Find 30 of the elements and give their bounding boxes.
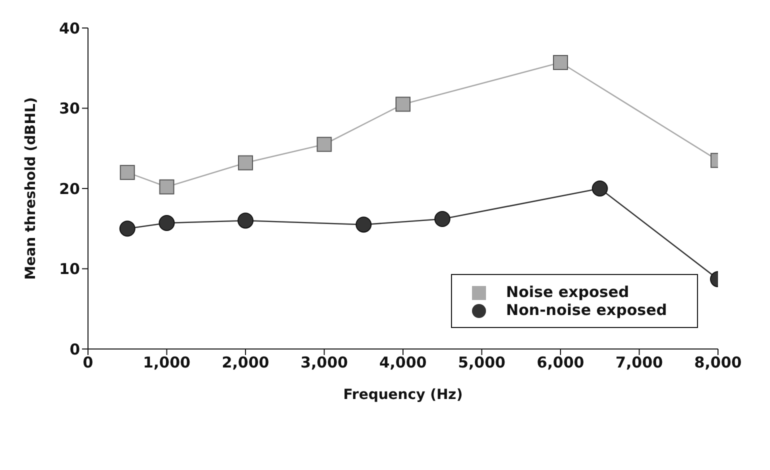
point <box>120 164 135 180</box>
y-tick-label: 0 <box>70 340 80 358</box>
x-tick-label: 8,000 <box>694 354 742 372</box>
point <box>159 179 174 194</box>
point <box>592 180 608 196</box>
x-tick-label: 4,000 <box>379 354 427 372</box>
y-tick-label: 40 <box>59 19 80 38</box>
x-axis-title: Frequency (Hz) <box>343 387 463 403</box>
point <box>119 220 136 237</box>
x-tick-label: 2,000 <box>222 354 270 372</box>
point <box>396 96 410 112</box>
point <box>434 210 450 227</box>
y-tick-label: 10 <box>59 260 80 278</box>
legend-label: Noise exposed <box>506 283 630 301</box>
y-tick-label: 20 <box>59 180 80 198</box>
point <box>238 212 254 229</box>
x-tick-label: 3,000 <box>300 354 348 372</box>
x-tick-label: 7,000 <box>616 354 663 372</box>
point <box>316 136 332 152</box>
y-axis-title: Mean threshold (dBHL) <box>22 97 39 280</box>
point <box>553 55 568 70</box>
legend-label: Non-noise exposed <box>506 301 667 319</box>
x-tick-label: 1,000 <box>143 354 190 372</box>
x-tick-label: 6,000 <box>536 354 584 372</box>
x-tick-label: 0 <box>82 354 94 372</box>
point <box>356 216 372 233</box>
x-tick-label: 5,000 <box>458 354 506 372</box>
y-tick-label: 30 <box>59 100 80 118</box>
point <box>158 215 175 232</box>
point <box>238 155 253 170</box>
